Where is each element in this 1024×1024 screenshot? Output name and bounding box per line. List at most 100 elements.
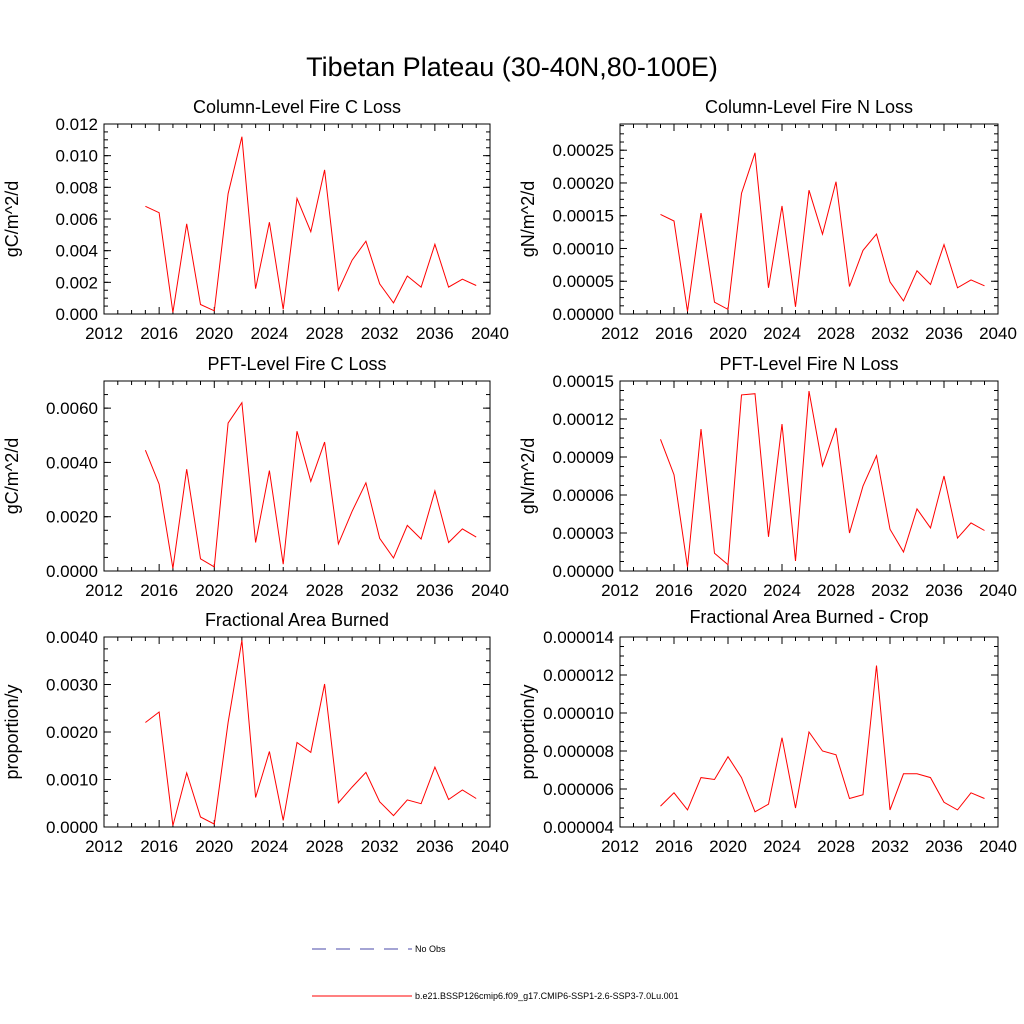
y-tick-label: 0.00000 [553, 305, 614, 324]
series-line-1 [660, 391, 985, 568]
y-tick-label: 0.00003 [553, 524, 614, 543]
legend-label-no-obs: No Obs [415, 944, 446, 954]
x-tick-label: 2016 [655, 581, 693, 600]
x-tick-label: 2032 [871, 324, 909, 343]
y-tick-label: 0.0040 [46, 628, 98, 647]
x-tick-label: 2020 [709, 324, 747, 343]
x-tick-label: 2040 [471, 324, 509, 343]
x-tick-label: 2028 [306, 837, 344, 856]
panel-title: Fractional Area Burned [205, 610, 389, 630]
y-tick-label: 0.00010 [553, 239, 614, 258]
chart-panel-1: Column-Level Fire C Loss gC/m^2/d 2012 2016… [2, 97, 509, 343]
x-tick-label: 2036 [416, 837, 454, 856]
x-tick-label: 2028 [306, 581, 344, 600]
series-line-1 [145, 640, 477, 826]
plot-frame [103, 123, 491, 315]
y-tick-label: 0.000008 [543, 742, 614, 761]
panels: Column-Level Fire C Loss gC/m^2/d 2012 2016… [2, 97, 1017, 856]
x-tick-label: 2016 [140, 837, 178, 856]
panel-title: PFT-Level Fire N Loss [719, 354, 898, 374]
y-tick-label: 0.010 [55, 147, 98, 166]
x-tick-label: 2024 [763, 837, 801, 856]
x-tick-label: 2012 [601, 581, 639, 600]
x-tick-label: 2036 [416, 324, 454, 343]
x-tick-label: 2020 [709, 837, 747, 856]
x-tick-label: 2028 [817, 581, 855, 600]
x-tick-label: 2020 [195, 581, 233, 600]
y-tick-label: 0.0020 [46, 723, 98, 742]
x-tick-label: 2040 [471, 581, 509, 600]
series-line-1 [145, 136, 477, 313]
panel-title: Fractional Area Burned - Crop [689, 607, 928, 627]
x-tick-label: 2040 [979, 581, 1017, 600]
y-tick-label: 0.000006 [543, 780, 614, 799]
x-tick-label: 2040 [979, 837, 1017, 856]
y-tick-label: 0.0060 [46, 399, 98, 418]
chart-panel-3: PFT-Level Fire C Loss gC/m^2/d 2012 2016 202… [2, 354, 509, 600]
y-tick-label: 0.000010 [543, 704, 614, 723]
y-axis-label: gN/m^2/d [518, 438, 538, 514]
chart-panel-5: Fractional Area Burned proportion/y 2012 20… [2, 610, 509, 856]
x-tick-label: 2032 [361, 837, 399, 856]
x-tick-label: 2016 [140, 581, 178, 600]
x-tick-label: 2036 [925, 324, 963, 343]
main-title: Tibetan Plateau (30-40N,80-100E) [306, 52, 718, 82]
x-tick-label: 2012 [85, 324, 123, 343]
x-tick-label: 2024 [251, 581, 289, 600]
y-tick-label: 0.00006 [553, 486, 614, 505]
legend-label-model: b.e21.BSSP126cmip6.f09_g17.CMIP6-SSP1-2.… [415, 991, 679, 1001]
x-tick-label: 2032 [361, 581, 399, 600]
x-tick-label: 2024 [763, 581, 801, 600]
x-tick-label: 2036 [416, 581, 454, 600]
y-tick-label: 0.000014 [543, 628, 614, 647]
x-tick-label: 2012 [85, 581, 123, 600]
y-tick-label: 0.00015 [553, 372, 614, 391]
y-tick-label: 0.0040 [46, 453, 98, 472]
series-line-1 [144, 401, 477, 569]
y-tick-label: 0.00015 [553, 207, 614, 226]
y-tick-label: 0.00012 [553, 410, 614, 429]
y-tick-label: 0.008 [55, 178, 98, 197]
x-tick-label: 2016 [655, 324, 693, 343]
legend: No Obs b.e21.BSSP126cmip6.f09_g17.CMIP6-… [312, 944, 679, 1001]
panel-title: Column-Level Fire C Loss [193, 97, 401, 117]
x-tick-label: 2024 [251, 837, 289, 856]
plot-frame [619, 123, 999, 315]
y-tick-label: 0.0030 [46, 676, 98, 695]
y-axis-label: proportion/y [518, 684, 538, 779]
panel-title: Column-Level Fire N Loss [705, 97, 913, 117]
y-tick-label: 0.0020 [46, 508, 98, 527]
y-axis-label: proportion/y [2, 684, 22, 779]
y-axis-label: gC/m^2/d [2, 181, 22, 257]
chart-panel-2: Column-Level Fire N Loss gN/m^2/d 2012 2016… [518, 97, 1017, 343]
x-tick-label: 2020 [195, 837, 233, 856]
y-axis-label: gN/m^2/d [518, 181, 538, 257]
x-tick-label: 2024 [763, 324, 801, 343]
plot-frame [103, 380, 491, 572]
y-tick-label: 0.004 [55, 242, 98, 261]
x-tick-label: 2032 [871, 581, 909, 600]
x-tick-label: 2012 [85, 837, 123, 856]
x-tick-label: 2040 [979, 324, 1017, 343]
x-tick-label: 2032 [871, 837, 909, 856]
series-line-1 [660, 152, 985, 312]
plot-frame [619, 380, 999, 572]
chart-panel-4: PFT-Level Fire N Loss gN/m^2/d 2012 2016 202… [518, 354, 1017, 600]
x-tick-label: 2020 [195, 324, 233, 343]
x-tick-label: 2032 [361, 324, 399, 343]
x-tick-label: 2028 [817, 324, 855, 343]
x-tick-label: 2040 [471, 837, 509, 856]
y-tick-label: 0.00005 [553, 272, 614, 291]
y-tick-label: 0.006 [55, 210, 98, 229]
x-tick-label: 2036 [925, 581, 963, 600]
x-tick-label: 2028 [817, 837, 855, 856]
y-tick-label: 0.000004 [543, 818, 614, 837]
x-tick-label: 2020 [709, 581, 747, 600]
y-tick-label: 0.000 [55, 305, 98, 324]
x-tick-label: 2016 [655, 837, 693, 856]
y-tick-label: 0.012 [55, 115, 98, 134]
x-tick-label: 2016 [140, 324, 178, 343]
y-tick-label: 0.00025 [553, 141, 614, 160]
y-tick-label: 0.00000 [553, 562, 614, 581]
